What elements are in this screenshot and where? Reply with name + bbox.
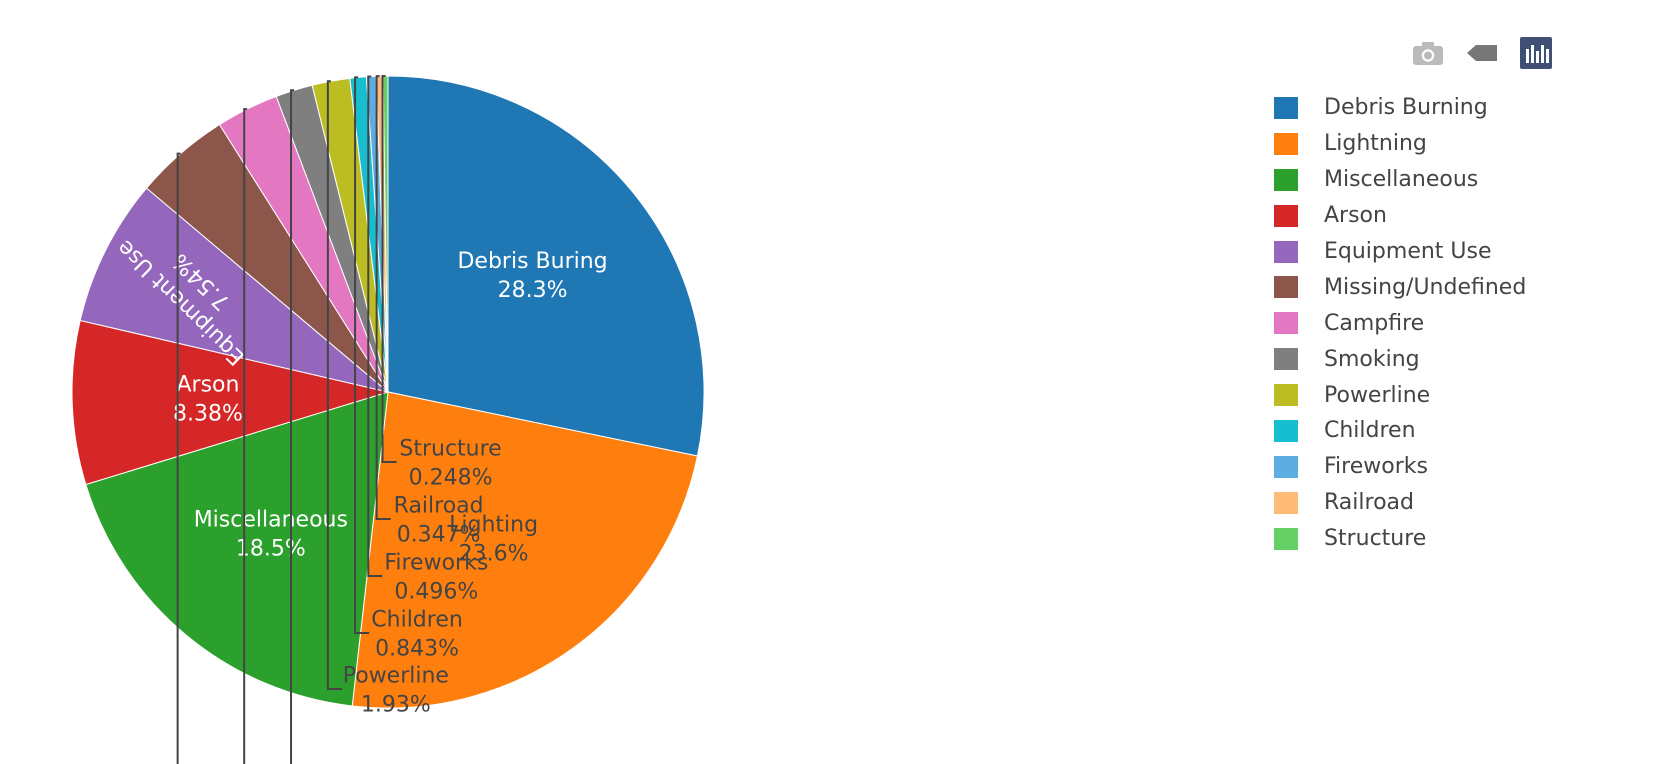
slice-label-railroad: Railroad 0.347%	[394, 494, 484, 548]
legend-item-structure[interactable]: Structure	[1274, 521, 1526, 557]
slice-label-powerline: Powerline 1.93%	[343, 664, 449, 718]
camera-icon[interactable]	[1410, 36, 1446, 70]
tag-icon[interactable]	[1464, 36, 1500, 70]
slice-label-children: Children 0.843%	[371, 608, 463, 662]
slice-label-miscellaneous: Miscellaneous 18.5%	[194, 507, 348, 561]
legend-swatch	[1274, 312, 1298, 335]
legend-swatch	[1274, 96, 1298, 119]
leader-line-powerline	[326, 80, 342, 690]
legend-label: Lightning	[1324, 131, 1427, 157]
pie-slice-miscellaneous[interactable]	[85, 391, 389, 707]
legend-label: Railroad	[1324, 490, 1414, 516]
modebar	[1410, 36, 1554, 70]
legend-item-debris-burning[interactable]: Debris Burning	[1274, 90, 1526, 126]
legend-swatch	[1274, 419, 1298, 442]
pie-slice-equipment-use[interactable]	[79, 187, 389, 393]
leader-line-smoking	[290, 89, 295, 764]
leader-line-structure	[381, 75, 397, 463]
leader-line-fireworks	[367, 75, 383, 577]
legend-swatch	[1274, 491, 1298, 514]
legend-label: Equipment Use	[1324, 239, 1492, 264]
plotly-logo-icon[interactable]	[1518, 36, 1554, 70]
legend: Debris Burning Lightning Miscellaneous Arso…	[1274, 90, 1526, 557]
legend-label: Structure	[1324, 526, 1427, 552]
pie-slice-arson[interactable]	[71, 319, 390, 486]
legend-item-powerline[interactable]: Powerline	[1274, 377, 1526, 413]
legend-item-campfire[interactable]: Campfire	[1274, 305, 1526, 341]
legend-swatch	[1274, 455, 1298, 478]
slice-label-arson: Arson 8.38%	[173, 373, 243, 427]
slice-label-lightning: Lighting 23.6%	[449, 512, 538, 566]
legend-label: Campfire	[1324, 310, 1425, 336]
legend-item-miscellaneous[interactable]: Miscellaneous	[1274, 162, 1526, 198]
legend-item-children[interactable]: Children	[1274, 413, 1526, 449]
pie-slice-debris-burning[interactable]	[387, 75, 705, 457]
legend-swatch	[1274, 132, 1298, 155]
legend-label: Debris Burning	[1324, 95, 1488, 121]
legend-item-smoking[interactable]: Smoking	[1274, 341, 1526, 377]
pie-slice-lightning[interactable]	[351, 391, 699, 709]
legend-swatch	[1274, 240, 1298, 263]
legend-item-missing-undefined[interactable]: Missing/Undefined	[1274, 269, 1526, 305]
legend-label: Fireworks	[1324, 454, 1428, 480]
legend-swatch	[1274, 348, 1298, 371]
legend-item-equipment-use[interactable]: Equipment Use	[1274, 234, 1526, 270]
legend-swatch	[1274, 276, 1298, 299]
slice-label-fireworks: Fireworks 0.496%	[384, 551, 488, 605]
legend-item-fireworks[interactable]: Fireworks	[1274, 449, 1526, 485]
legend-swatch	[1274, 384, 1298, 407]
leader-line-campfire	[243, 108, 248, 764]
legend-label: Arson	[1324, 203, 1387, 229]
legend-label: Missing/Undefined	[1324, 274, 1527, 300]
legend-label: Smoking	[1324, 346, 1420, 372]
leader-line-railroad	[375, 75, 391, 520]
legend-label: Miscellaneous	[1324, 167, 1479, 193]
legend-label: Powerline	[1324, 382, 1431, 408]
legend-item-lightning[interactable]: Lightning	[1274, 126, 1526, 162]
legend-item-railroad[interactable]: Railroad	[1274, 485, 1526, 521]
slice-label-debris-burning: Debris Buring 28.3%	[457, 249, 607, 303]
legend-swatch	[1274, 204, 1298, 227]
leader-line-children	[354, 76, 370, 634]
leader-line-missing-undefined	[176, 152, 181, 764]
legend-item-arson[interactable]: Arson	[1274, 198, 1526, 234]
legend-label: Children	[1324, 418, 1416, 444]
slice-label-structure: Structure 0.248%	[399, 437, 501, 491]
legend-swatch	[1274, 527, 1298, 550]
legend-swatch	[1274, 168, 1298, 191]
